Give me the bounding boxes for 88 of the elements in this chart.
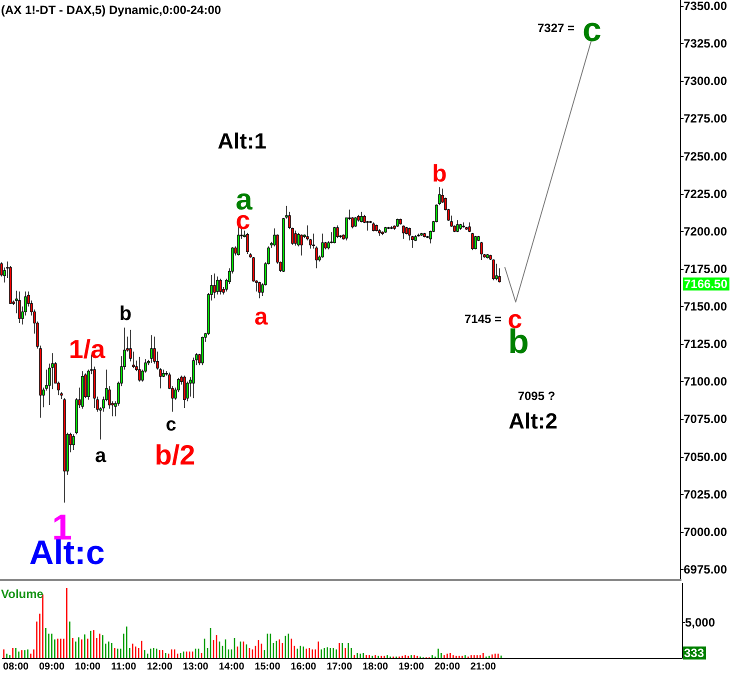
candlestick <box>246 232 249 254</box>
candlestick <box>492 258 495 281</box>
candlestick <box>360 212 363 223</box>
candlestick <box>150 334 153 364</box>
annotation: Alt:2 <box>508 408 558 434</box>
y-tick-label: 7000.00 <box>684 524 728 539</box>
candlestick <box>294 230 297 246</box>
annotation: a <box>254 304 268 330</box>
x-tick-label: 08:00 <box>3 662 30 672</box>
y-tick-label: 7150.00 <box>684 300 728 314</box>
y-tick-label: 7075.00 <box>684 412 728 426</box>
y-tick-label: 7350.00 <box>684 0 728 14</box>
text: 333 <box>684 646 704 660</box>
y-tick-label: 7225.00 <box>684 186 728 201</box>
candlestick <box>258 281 261 299</box>
candlestick <box>81 370 84 410</box>
x-tick-label: 09:00 <box>38 662 65 672</box>
chart-title: (AX 1!-DT - DAX,5) Dynamic,0:00-24:00 <box>1 3 222 17</box>
candlestick <box>138 356 141 382</box>
y-tick-label: 7050.00 <box>684 450 728 464</box>
y-tick-label: 7175.00 <box>684 262 728 276</box>
candlestick <box>300 234 303 256</box>
candlestick <box>468 222 471 232</box>
candlestick <box>462 222 465 228</box>
candlestick <box>333 226 336 244</box>
x-tick-label: 12:00 <box>146 662 173 672</box>
y-tick-label: 7325.00 <box>684 36 728 51</box>
x-tick-label: 21:00 <box>470 662 496 672</box>
x-tick-label: 17:00 <box>326 662 353 672</box>
annotation: 1/a <box>68 334 106 364</box>
x-tick-label: 18:00 <box>362 662 389 672</box>
x-tick-label: 19:00 <box>398 662 424 672</box>
x-tick-label: 20:00 <box>434 662 460 672</box>
annotation: 7145 = <box>464 312 502 326</box>
candlestick <box>354 216 357 228</box>
y-tick-label: 6975.00 <box>684 562 728 576</box>
annotation: b/2 <box>154 440 196 470</box>
y-tick-label: 5,000 <box>685 615 716 630</box>
candlestick <box>471 232 474 251</box>
candlestick <box>396 218 399 228</box>
y-tick-label: 7275.00 <box>684 112 728 126</box>
candlestick <box>375 224 378 232</box>
y-tick-label: 7100.00 <box>684 374 728 389</box>
x-tick-label: 11:00 <box>111 662 137 672</box>
annotation: c <box>582 11 602 49</box>
y-tick-label: 7125.00 <box>684 337 728 352</box>
candlestick <box>213 273 216 299</box>
candlestick <box>495 263 498 281</box>
candlestick <box>321 233 324 258</box>
candlestick <box>72 434 75 450</box>
candlestick <box>9 266 12 304</box>
x-tick-label: 16:00 <box>290 662 317 672</box>
y-tick-label: 7300.00 <box>684 74 728 88</box>
candlestick <box>399 218 402 225</box>
candlestick <box>480 242 483 260</box>
candlestick <box>219 278 222 295</box>
x-tick-label: 14:00 <box>218 662 245 672</box>
candlestick <box>18 291 21 324</box>
candlestick <box>372 222 375 232</box>
annotation: c <box>166 414 177 436</box>
y-tick-label: 7025.00 <box>684 487 728 502</box>
annotation: b <box>432 160 447 188</box>
x-tick-label: 10:00 <box>74 662 101 672</box>
candlestick <box>378 228 381 236</box>
candlestick <box>183 375 186 408</box>
candlestick <box>456 220 459 232</box>
y-tick-label: 7200.00 <box>684 224 728 238</box>
candlestick <box>63 398 66 503</box>
annotation: Alt:1 <box>218 128 266 154</box>
x-tick-label: 15:00 <box>254 662 281 672</box>
x-tick-label: 13:00 <box>182 662 209 672</box>
candlestick <box>459 224 462 230</box>
candlestick <box>384 226 387 234</box>
text: 7166.50 <box>684 277 728 291</box>
y-tick-label: 7250.00 <box>684 149 728 164</box>
candlestick <box>216 276 219 295</box>
annotation: a <box>94 445 107 467</box>
candlestick <box>282 218 285 272</box>
annotation: 7095 ? <box>518 389 556 403</box>
candlestick <box>192 357 195 399</box>
candlestick <box>402 225 405 240</box>
candlestick <box>474 236 477 250</box>
annotation: 7327 = <box>537 21 575 35</box>
candlestick <box>438 186 441 206</box>
annotation: b <box>119 303 132 325</box>
candlestick <box>201 336 204 366</box>
candlestick <box>498 268 501 283</box>
chart-title: Volume <box>1 587 44 601</box>
